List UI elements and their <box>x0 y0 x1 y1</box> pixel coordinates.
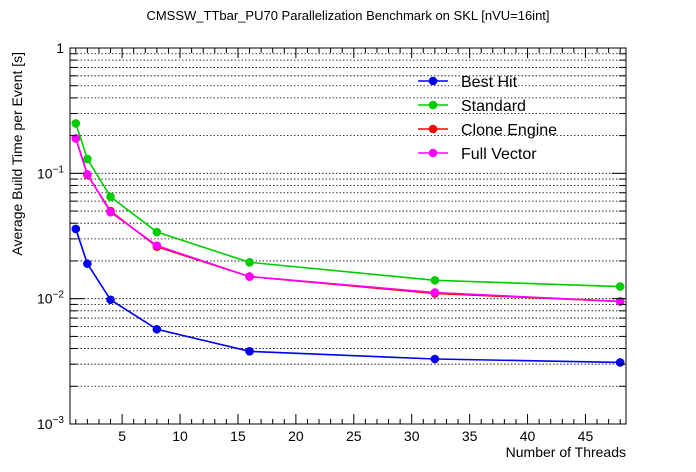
data-point <box>106 295 115 305</box>
data-point <box>245 272 254 281</box>
x-tick-label: 5 <box>118 428 126 444</box>
y-tick-base: 1 <box>56 40 64 56</box>
y-tick-base: 10 <box>37 165 53 181</box>
y-tick-exponent: −2 <box>53 290 65 301</box>
y-tick-label: 10−3 <box>37 415 64 432</box>
data-point <box>430 354 440 364</box>
data-point <box>245 347 254 356</box>
legend-marker <box>428 124 438 134</box>
legend-label: Best Hit <box>461 74 518 91</box>
data-point <box>245 258 254 267</box>
legend-marker <box>428 100 438 110</box>
x-tick-label: 15 <box>230 428 246 444</box>
data-point <box>152 324 162 334</box>
y-tick-base: 10 <box>37 291 53 307</box>
y-tick-label: 10−2 <box>37 290 64 307</box>
series-line-standard <box>75 123 621 288</box>
x-tick-label: 35 <box>462 428 478 444</box>
data-point <box>152 241 162 250</box>
legend-marker <box>428 148 438 158</box>
data-point <box>615 358 625 367</box>
axis-ticks <box>70 48 626 425</box>
series-layer <box>71 119 625 367</box>
y-tick-exponent: −3 <box>53 415 65 426</box>
legend-marker <box>428 76 438 86</box>
data-point <box>106 192 115 202</box>
y-tick-label: 10−1 <box>37 164 64 181</box>
x-tick-label: 10 <box>172 428 188 444</box>
y-tick-exponent: −1 <box>53 164 65 175</box>
legend: Best Hit Standard Clone Engine Full Vector <box>418 74 557 163</box>
data-point <box>430 276 440 285</box>
x-tick-label: 30 <box>404 428 420 444</box>
x-tick-label: 20 <box>288 428 304 444</box>
x-tick-label: 25 <box>346 428 362 444</box>
grid-lines <box>70 53 626 387</box>
x-tick-label: 40 <box>520 428 536 444</box>
data-point <box>83 154 92 164</box>
data-point <box>106 207 115 217</box>
data-point <box>71 134 81 143</box>
data-point <box>71 224 81 234</box>
y-tick-labels: 10−310−210−11 <box>37 40 64 432</box>
y-tick-label: 1 <box>56 40 64 56</box>
y-axis-label: Average Build Time per Event [s] <box>9 52 25 256</box>
data-point <box>152 227 162 237</box>
x-tick-labels: 5 10 15 20 25 30 35 40 45 <box>118 428 593 444</box>
data-point <box>615 282 625 291</box>
x-tick-label: 45 <box>578 428 594 444</box>
plot-frame <box>69 47 627 425</box>
y-tick-base: 10 <box>37 416 53 432</box>
chart-title: CMSSW_TTbar_PU70 Parallelization Benchma… <box>146 8 549 23</box>
legend-label: Clone Engine <box>461 122 557 139</box>
series-line-full-vector <box>75 138 621 303</box>
data-point <box>71 119 81 128</box>
data-point <box>83 259 92 269</box>
data-point <box>615 297 625 306</box>
series-line-clone-engine <box>75 138 621 303</box>
data-point <box>430 288 440 297</box>
legend-label: Full Vector <box>461 146 537 163</box>
legend-label: Standard <box>461 98 526 115</box>
data-point <box>83 170 92 179</box>
x-axis-label: Number of Threads <box>506 444 626 460</box>
